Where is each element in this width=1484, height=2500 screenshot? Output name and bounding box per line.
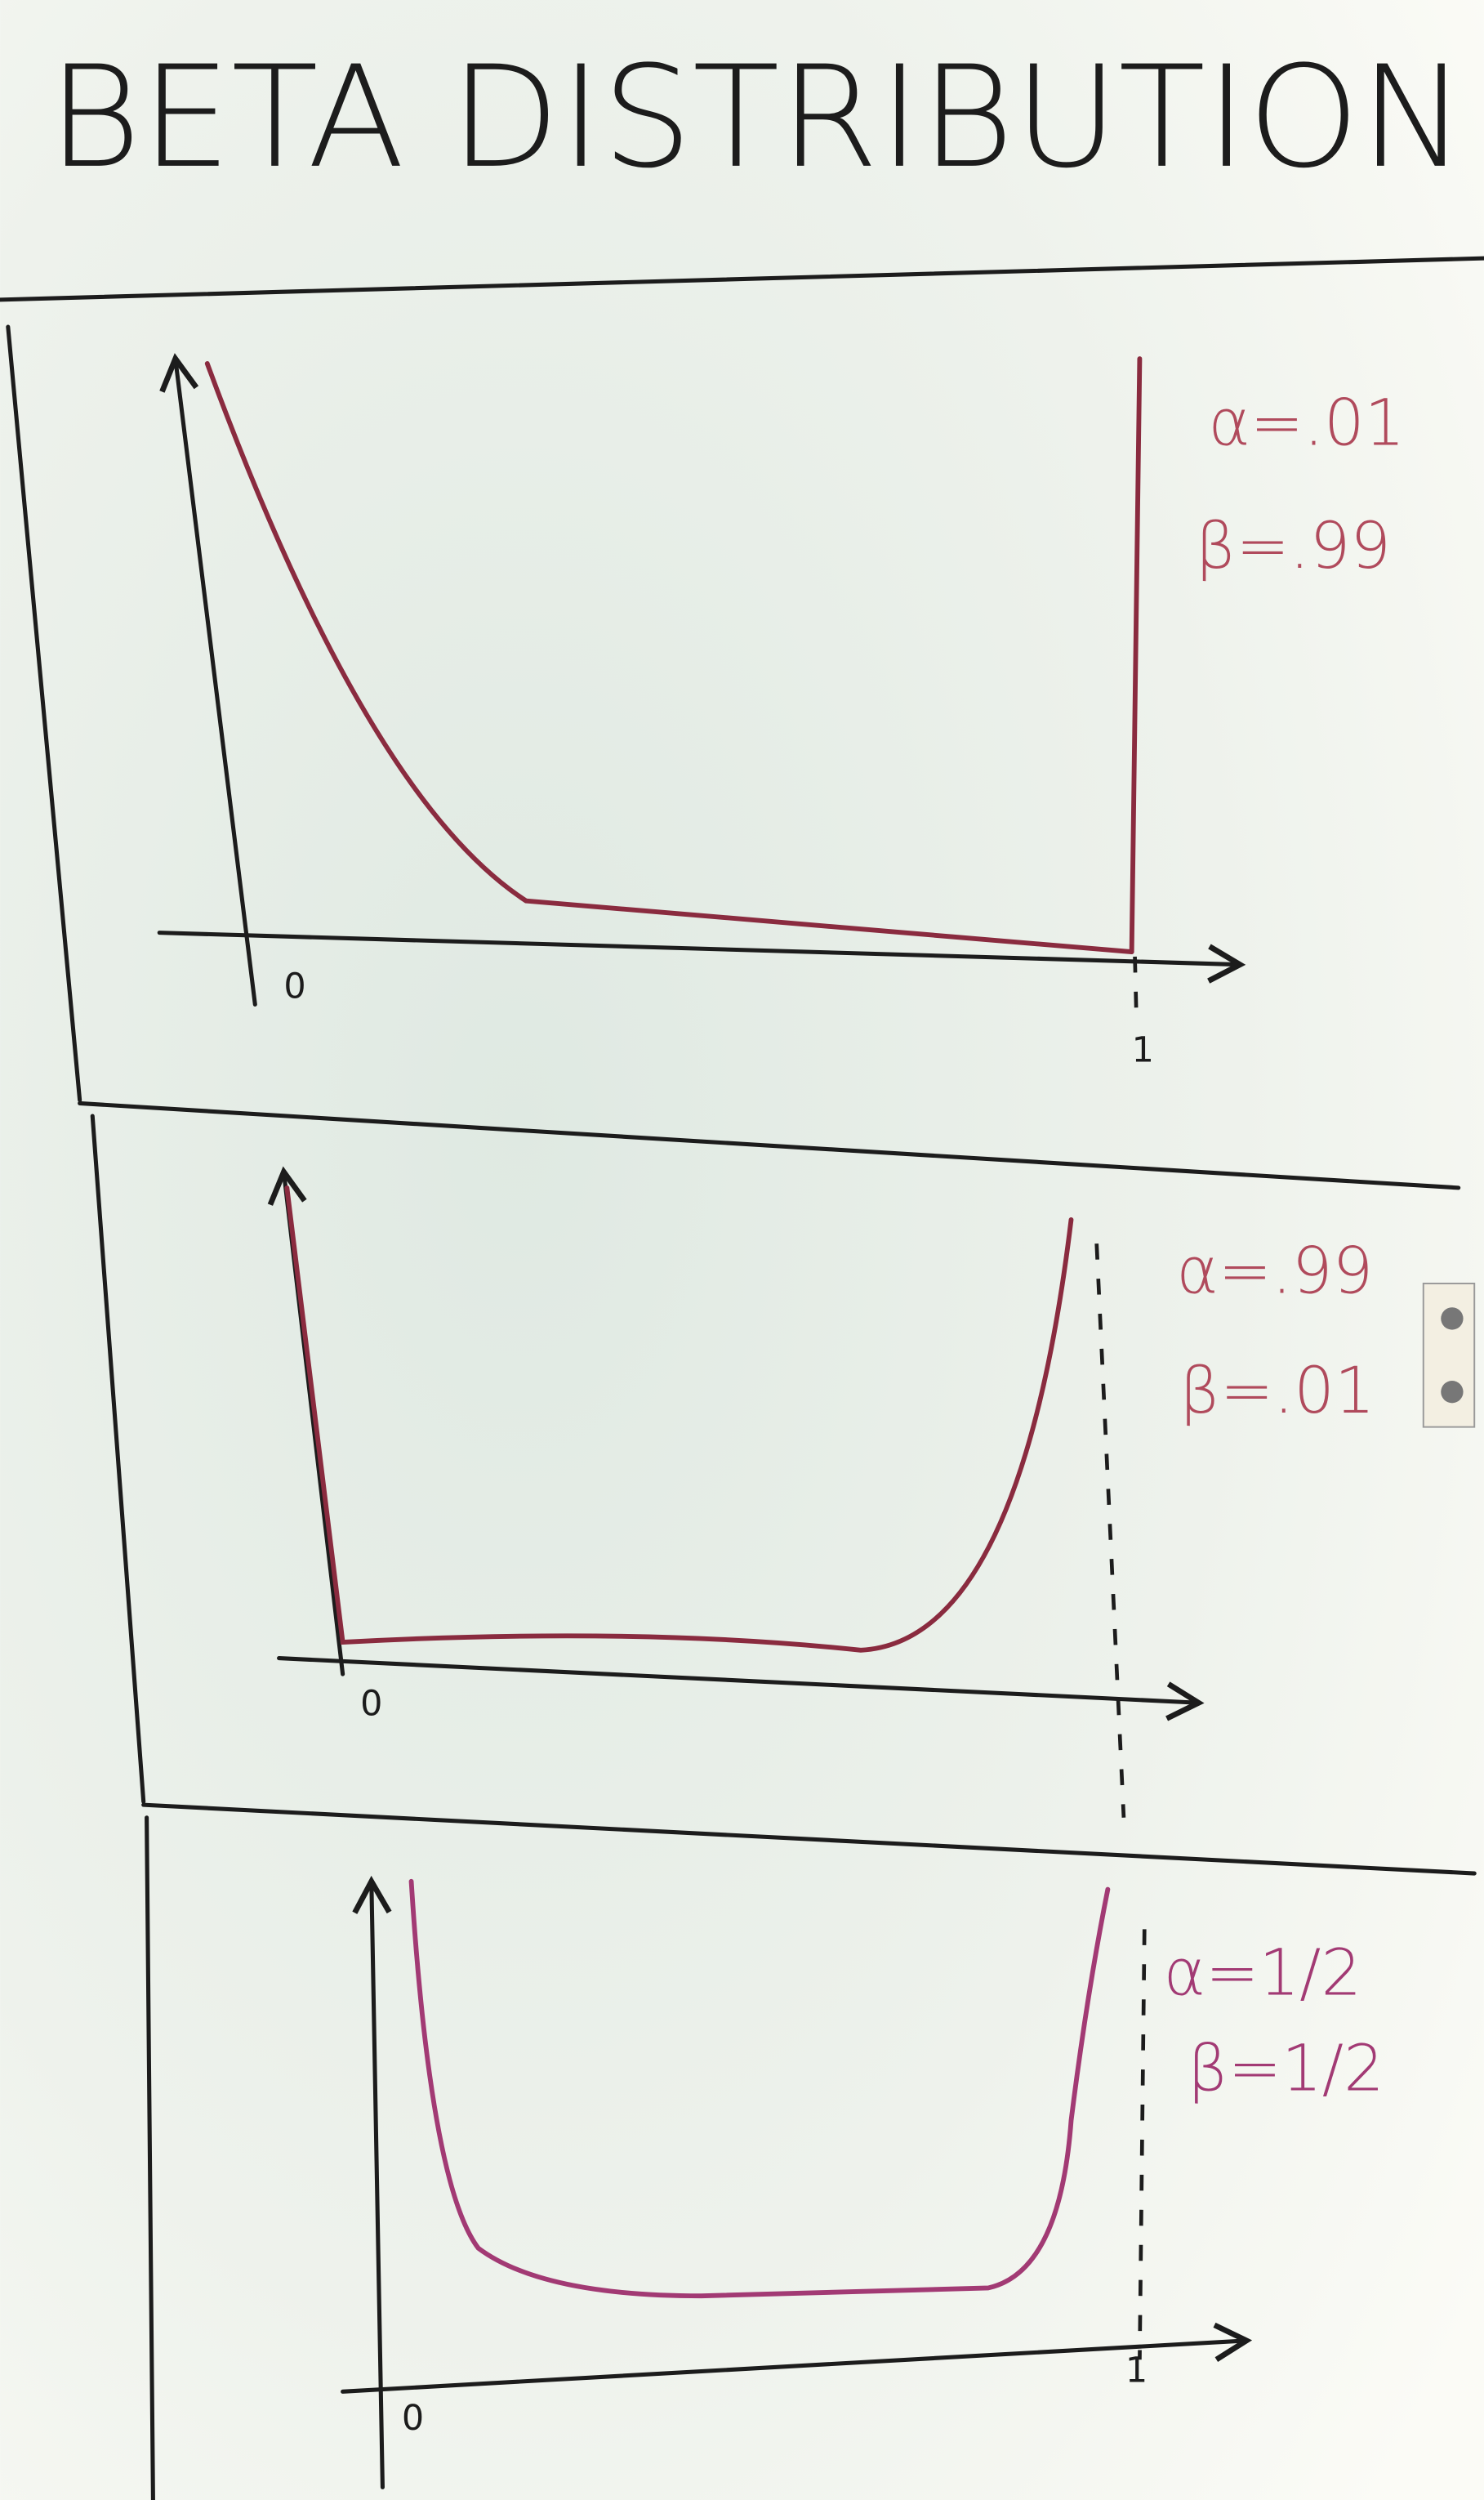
beta-label: β=.01 bbox=[1179, 1355, 1375, 1428]
beta-label: β=.99 bbox=[1196, 510, 1391, 583]
dashed-line bbox=[1133, 956, 1139, 1021]
origin-label: 0 bbox=[360, 1684, 382, 1725]
x-axis bbox=[277, 1656, 1205, 1721]
x-axis bbox=[157, 931, 1246, 984]
origin-label: 0 bbox=[283, 966, 305, 1007]
y-axis bbox=[159, 353, 257, 1007]
title: BETA DISTRIBUTION bbox=[48, 36, 1467, 199]
divider-line bbox=[78, 1100, 1461, 1190]
dashed-line bbox=[1094, 1243, 1126, 1818]
hinge-screw bbox=[1441, 1307, 1464, 1330]
hinge-screw bbox=[1441, 1381, 1464, 1404]
x-axis bbox=[341, 2322, 1253, 2394]
divider-line bbox=[0, 256, 1484, 302]
border-line bbox=[6, 324, 82, 1103]
y-axis bbox=[352, 1875, 392, 2489]
alpha-label: α=1/2 bbox=[1164, 1936, 1361, 2010]
dashed-line bbox=[1138, 1929, 1147, 2360]
alpha-label: α=.99 bbox=[1176, 1235, 1373, 1309]
density-curve bbox=[408, 1878, 1111, 2299]
board-hinge bbox=[1422, 1283, 1476, 1428]
border-line bbox=[90, 1114, 146, 1804]
density-curve bbox=[284, 1185, 1074, 1653]
one-label: 1 bbox=[1132, 1030, 1154, 1071]
divider-line bbox=[141, 1802, 1477, 1876]
density-spike bbox=[1129, 356, 1143, 954]
alpha-label: α=.01 bbox=[1208, 387, 1405, 461]
origin-label: 0 bbox=[402, 2398, 424, 2439]
beta-label: β=1/2 bbox=[1188, 2032, 1384, 2105]
one-label: 1 bbox=[1125, 2350, 1148, 2391]
border-line bbox=[145, 1815, 155, 2500]
density-curve bbox=[204, 361, 1134, 954]
